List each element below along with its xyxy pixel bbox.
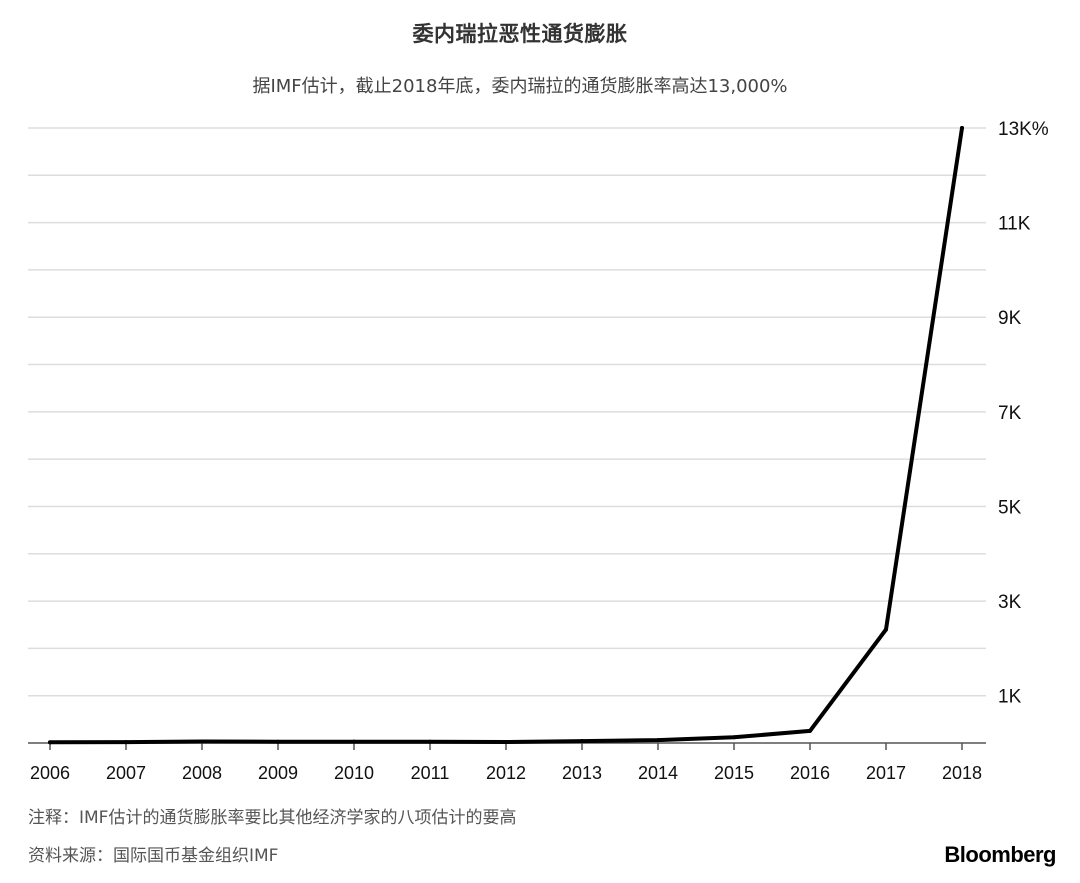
x-tick-label: 2015 xyxy=(714,763,754,783)
x-tick-label: 2016 xyxy=(790,763,830,783)
x-tick-label: 2006 xyxy=(30,763,70,783)
y-tick-label: 11K xyxy=(998,214,1031,235)
data-point xyxy=(732,735,736,740)
y-tick-label: 13K% xyxy=(998,119,1049,140)
inflation-series-line xyxy=(48,126,964,745)
y-tick-label: 9K xyxy=(998,308,1022,329)
data-point xyxy=(656,738,660,743)
data-point xyxy=(200,739,204,744)
y-tick-label: 3K xyxy=(998,592,1022,613)
x-tick-label: 2012 xyxy=(486,763,526,783)
data-point xyxy=(580,739,584,744)
chart-source: 资料来源：国际国币基金组织IMF xyxy=(28,846,279,866)
x-tick-label: 2009 xyxy=(258,763,298,783)
data-point xyxy=(48,740,52,745)
y-tick-label: 5K xyxy=(998,497,1022,518)
data-point xyxy=(352,739,356,744)
data-point xyxy=(504,740,508,745)
x-tick-label: 2007 xyxy=(106,763,146,783)
x-tick-label: 2014 xyxy=(638,763,678,783)
line-chart: 2006 2007 2008 2009 2010 2011 2012 2013 2014 2015… xyxy=(28,119,1049,783)
data-point xyxy=(808,728,812,733)
x-tick-label: 2018 xyxy=(942,763,982,783)
x-tick-label: 2013 xyxy=(562,763,602,783)
data-point xyxy=(884,627,888,632)
chart-subtitle: 据IMF估计，截止2018年底，委内瑞拉的通货膨胀率高达13,000% xyxy=(252,76,788,97)
data-point xyxy=(124,740,128,745)
x-tick-label: 2008 xyxy=(182,763,222,783)
data-point xyxy=(960,126,964,130)
x-tick-label: 2017 xyxy=(866,763,906,783)
x-tick-label: 2011 xyxy=(411,763,450,783)
y-tick-label: 7K xyxy=(998,403,1022,424)
chart-note: 注释：IMF估计的通货膨胀率要比其他经济学家的八项估计的要高 xyxy=(28,808,517,828)
data-point xyxy=(276,739,280,744)
chart-title: 委内瑞拉恶性通货膨胀 xyxy=(412,22,628,46)
data-point xyxy=(428,739,432,744)
bloomberg-logo: Bloomberg xyxy=(944,842,1056,867)
y-tick-label: 1K xyxy=(998,687,1022,708)
x-tick-label: 2010 xyxy=(334,763,374,783)
